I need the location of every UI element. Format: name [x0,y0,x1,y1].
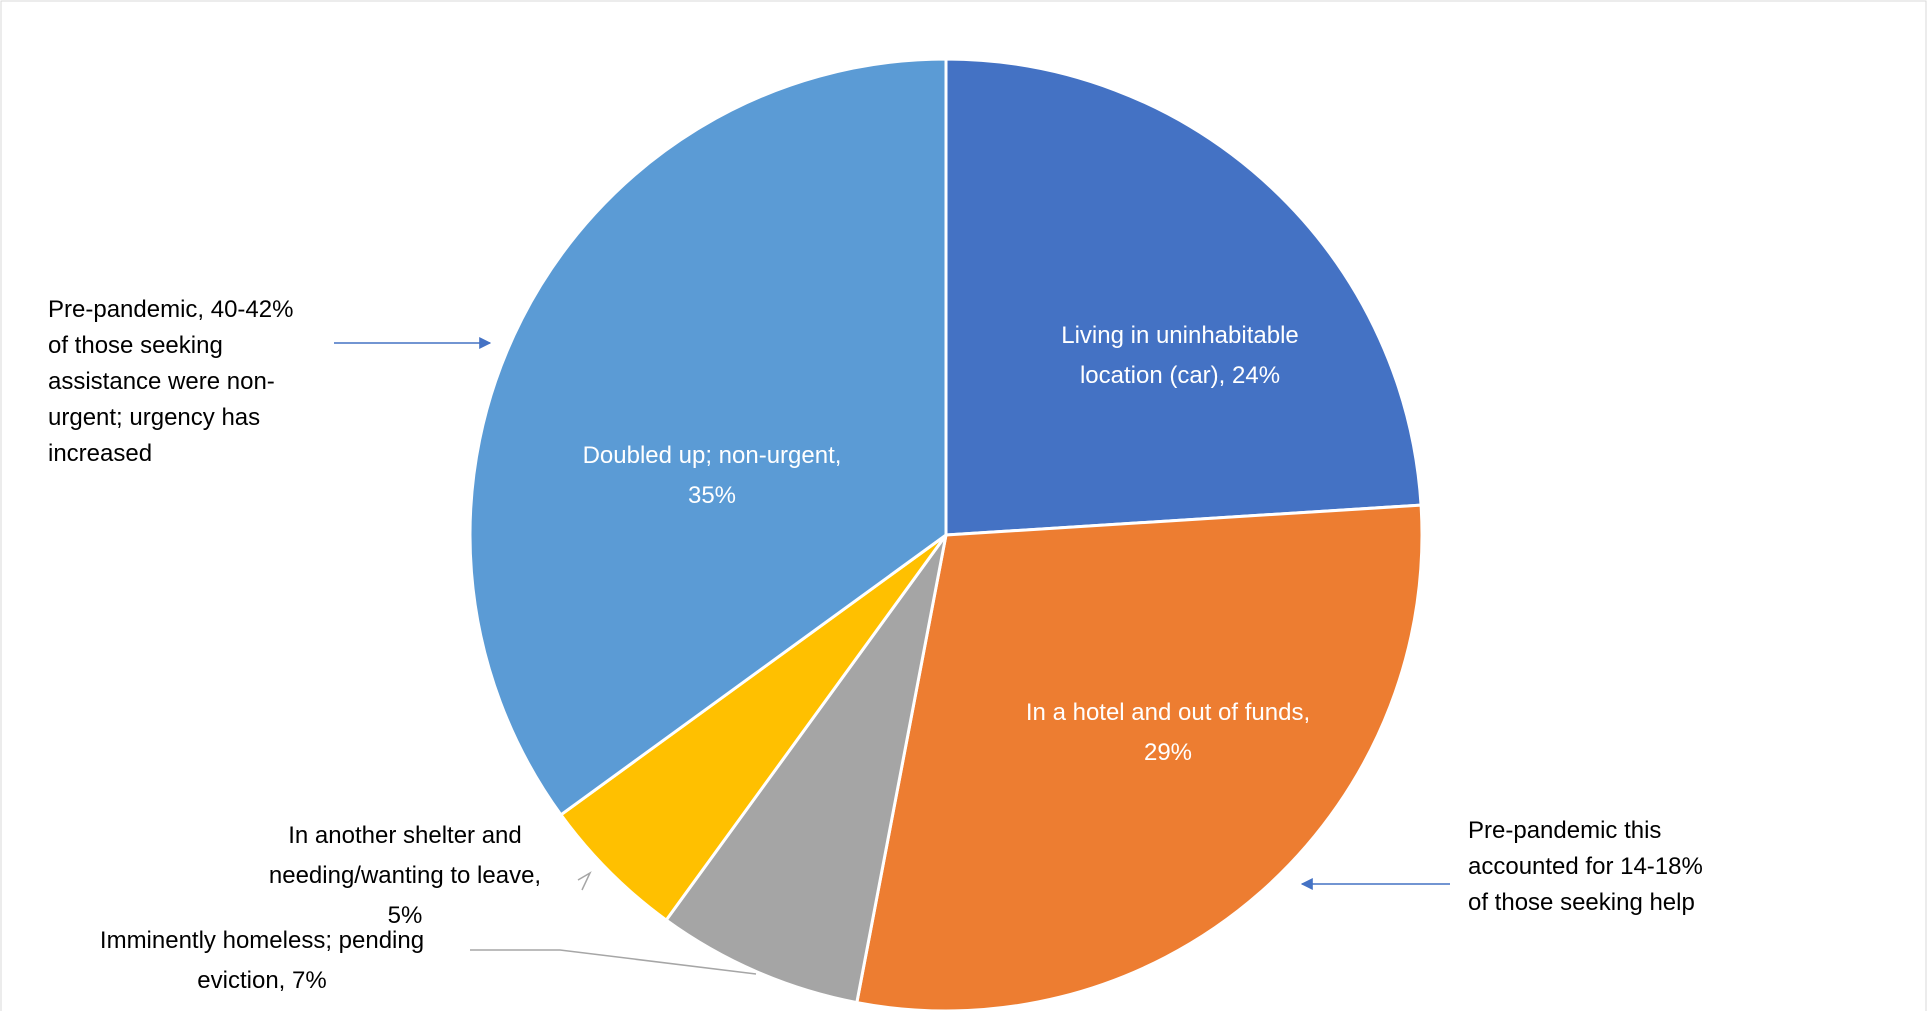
annotation-line: of those seeking [48,332,223,359]
slice-label-line: needing/wanting to leave, [269,862,541,889]
annotation-line: Pre-pandemic, 40-42% [48,296,294,323]
annotation-line: of those seeking help [1468,889,1695,916]
annotation-line: Pre-pandemic this [1468,817,1662,844]
pie-slice-in-another-shelter-and-needing-wanting-to-leave [558,533,948,923]
slice-label-line: 5% [388,902,423,929]
annotation-doubled-up: Pre-pandemic, 40-42% of those seeking as… [48,292,338,472]
annotation-line: accounted for 14-18% [1468,853,1703,880]
slice-label: Living in uninhabitable location (car), 2… [1061,322,1299,389]
slice-label-line: 35% [688,482,736,509]
slice-label-line: In another shelter and [288,822,522,849]
annotation-arrows [334,337,1450,890]
slice-label-line: Living in uninhabitable [1061,322,1299,349]
annotation-hotel: Pre-pandemic this accounted for 14-18% o… [1468,813,1768,921]
slice-label-line: In a hotel and out of funds, [1026,699,1310,726]
leader-lines [470,871,757,975]
leader-line [577,871,592,891]
slice-labels: Living in uninhabitable location (car), 2… [100,322,1310,994]
slice-label-line: 29% [1144,739,1192,766]
slice-label: In another shelter and needing/wanting to… [269,822,541,929]
annotation-line: urgent; urgency has [48,404,261,431]
slice-label: Doubled up; non-urgent, 35% [583,442,842,509]
slice-label-line: Doubled up; non-urgent, [583,442,842,469]
annotation-line: assistance were non- [48,368,275,395]
annotation-line: increased [48,440,153,467]
pie-slice-doubled-up-non-urgent [468,57,948,817]
slice-label: Imminently homeless; pending eviction, 7% [100,927,424,994]
slice-label-line: eviction, 7% [197,967,326,994]
pie-slice-living-in-uninhabitable-location-car [944,57,1423,537]
leader-line [470,949,757,975]
slice-label-line: Imminently homeless; pending [100,927,424,954]
slice-label-line: location (car), 24% [1080,362,1280,389]
pie-slices [468,57,1424,1011]
slice-label: In a hotel and out of funds, 29% [1026,699,1310,766]
pie-slice-imminently-homeless-pending-eviction [664,534,948,1005]
pie-slice-in-a-hotel-and-out-of-funds [855,503,1424,1011]
